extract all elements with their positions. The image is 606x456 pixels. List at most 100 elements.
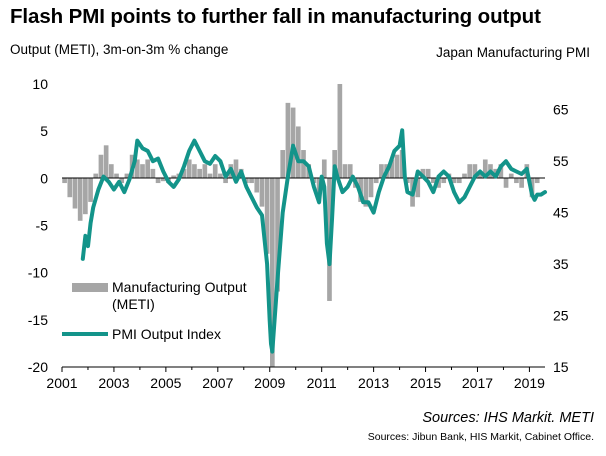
- bar-24: [186, 159, 192, 179]
- bar-17: [150, 168, 156, 179]
- bar-41: [275, 178, 280, 292]
- bar-81: [482, 159, 488, 179]
- bar-9: [109, 164, 114, 179]
- right-tick-group: 65 55 45 35 25 15: [553, 102, 569, 375]
- right-tick-label-1: 55: [553, 153, 569, 169]
- right-tick-label-4: 25: [553, 308, 569, 324]
- bar-7: [98, 154, 104, 179]
- sources-primary: Sources: IHS Markit. METI: [422, 410, 594, 426]
- bar-5: [88, 178, 93, 202]
- right-axis-label: Japan Manufacturing PMI: [436, 45, 590, 60]
- bar-0: [62, 178, 67, 184]
- bar-10: [114, 173, 119, 179]
- x-tick-group: 2001 2003 2005 2007 2009 2011 2013 2015 2017 2019: [46, 367, 545, 391]
- bar-77: [462, 173, 467, 179]
- bar-45: [295, 126, 301, 179]
- right-tick-label-5: 15: [553, 359, 569, 375]
- bar-37: [254, 178, 260, 193]
- bar-12: [124, 173, 130, 179]
- left-tick-label-0: 10: [32, 76, 48, 92]
- chart-title: Flash PMI points to further fall in manu…: [10, 5, 541, 28]
- bar-27: [202, 164, 208, 179]
- bar-59: [368, 178, 374, 198]
- bar-14: [134, 159, 140, 179]
- legend-label-line: PMI Output Index: [112, 326, 221, 342]
- left-tick-label-6: -20: [28, 359, 48, 375]
- bar-6: [93, 173, 99, 179]
- bar-3: [77, 178, 83, 221]
- left-tick-label-3: -5: [36, 218, 49, 234]
- bar-46: [301, 150, 306, 179]
- bar-31: [223, 178, 228, 184]
- bar-75: [451, 178, 457, 184]
- bar-88: [519, 178, 524, 188]
- bar-21: [171, 175, 176, 179]
- bar-68: [415, 178, 421, 198]
- bar-36: [249, 178, 254, 184]
- bar-52: [332, 150, 337, 179]
- bar-79: [472, 164, 478, 179]
- bar-53: [337, 84, 343, 179]
- bar-69: [420, 168, 426, 179]
- bar-44: [290, 107, 296, 179]
- x-tick-label-4: 2009: [254, 375, 285, 391]
- x-tick-label-3: 2007: [202, 375, 233, 391]
- bar-15: [140, 164, 145, 179]
- right-tick-label-3: 35: [553, 256, 569, 272]
- bar-30: [218, 173, 223, 179]
- bar-87: [514, 178, 519, 184]
- bar-11: [119, 178, 125, 184]
- left-tick-label-1: 5: [40, 123, 48, 139]
- left-tick-label-2: 0: [40, 170, 48, 186]
- bar-23: [181, 168, 187, 179]
- x-tick-label-8: 2017: [462, 375, 493, 391]
- bar-26: [197, 168, 202, 179]
- bar-72: [436, 178, 441, 188]
- legend-swatch-bars: [72, 283, 108, 292]
- bar-4: [83, 178, 88, 215]
- left-axis-label: Output (METI), 3m-on-3m % change: [10, 42, 229, 57]
- bar-series-group: [62, 84, 540, 367]
- legend: Manufacturing Output (METI) PMI Output I…: [62, 279, 247, 342]
- bar-60: [373, 178, 379, 184]
- x-tick-label-2: 2005: [150, 375, 181, 391]
- bar-80: [477, 173, 483, 179]
- bar-28: [207, 173, 213, 179]
- bar-85: [503, 178, 509, 188]
- bar-2: [72, 178, 78, 209]
- bar-70: [425, 168, 431, 179]
- pmi-line: [80, 128, 547, 354]
- bar-40: [270, 178, 275, 367]
- bar-76: [456, 178, 462, 184]
- left-tick-label-5: -15: [28, 312, 48, 328]
- bar-58: [363, 178, 369, 207]
- bar-33: [233, 159, 239, 179]
- legend-label-bars-1: Manufacturing Output: [112, 279, 247, 295]
- bar-73: [441, 178, 447, 184]
- bar-50: [321, 159, 327, 179]
- bar-61: [379, 164, 384, 179]
- legend-label-bars-2: (METI): [112, 296, 155, 312]
- bar-55: [347, 164, 353, 179]
- bar-25: [192, 164, 197, 179]
- bar-71: [431, 178, 436, 184]
- bar-1: [67, 178, 73, 198]
- bar-64: [394, 154, 400, 179]
- x-tick-label-7: 2015: [410, 375, 441, 391]
- x-tick-label-9: 2019: [514, 375, 545, 391]
- sources-secondary: Sources: Jibun Bank, HIS Markit, Cabinet…: [367, 431, 594, 443]
- bar-91: [534, 178, 540, 184]
- bar-39: [264, 178, 270, 254]
- bar-86: [508, 173, 514, 179]
- bar-78: [467, 164, 473, 179]
- bar-19: [160, 178, 166, 182]
- right-tick-label-2: 45: [553, 205, 569, 221]
- bar-84: [498, 164, 504, 179]
- bar-42: [280, 150, 286, 179]
- left-tick-label-4: -10: [28, 265, 48, 281]
- x-tick-label-0: 2001: [46, 375, 77, 391]
- x-tick-label-6: 2013: [358, 375, 389, 391]
- bar-29: [212, 164, 218, 179]
- bar-38: [259, 178, 265, 207]
